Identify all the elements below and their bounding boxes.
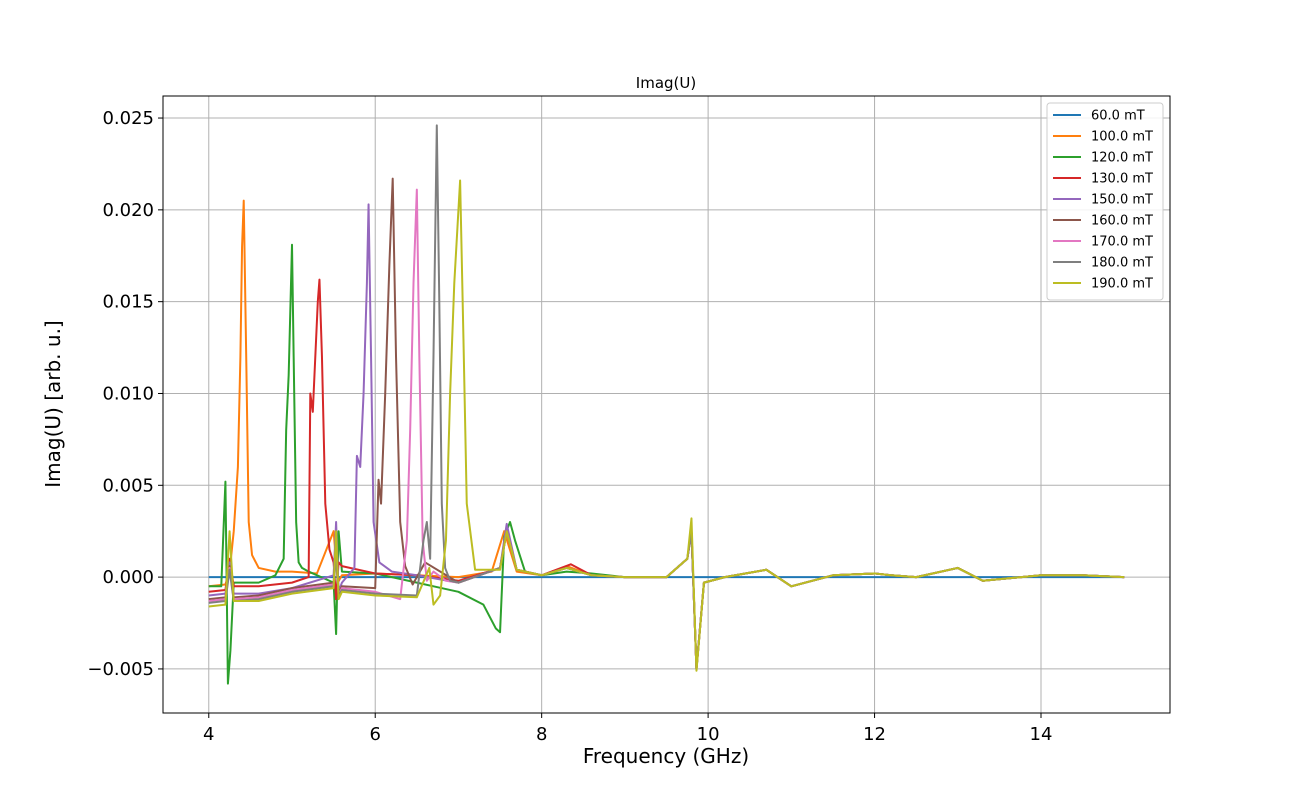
x-tick-label: 14 [1030,724,1053,745]
legend-entry-label: 160.0 mT [1091,214,1153,229]
y-tick-label: 0.025 [102,108,154,129]
legend-entry-label: 180.0 mT [1091,256,1153,271]
x-tick-label: 8 [536,724,547,745]
x-tick-label: 6 [369,724,380,745]
x-tick-label: 4 [203,724,214,745]
series-layer [208,124,1125,685]
legend-entry-label: 150.0 mT [1091,193,1153,208]
legend-entry-label: 120.0 mT [1091,151,1153,166]
series-line-3 [208,243,1125,685]
series-line-7 [208,188,1125,670]
series-line-9 [208,179,1125,672]
tick-layer: 4 6 8 10 12 14 −0.005 0.000 0.005 0.010 0.015 0.020… [87,108,1052,745]
legend-entry-label: 190.0 mT [1091,277,1153,292]
legend: 60.0 mT 100.0 mT 120.0 mT 130.0 mT 150.0 mT 1… [1046,102,1164,301]
y-axis-label: Imag(U) [arb. u.] [41,320,65,487]
series-line-4 [208,278,1125,670]
series-line-6 [208,177,1125,670]
y-tick-label: −0.005 [87,659,154,680]
legend-entry-label: 60.0 mT [1091,109,1145,124]
series-line-2 [208,199,1125,670]
y-tick-label: 0.005 [102,475,154,496]
chart-title: Imag(U) [636,74,696,92]
y-tick-label: 0.020 [102,200,154,221]
y-tick-label: 0.015 [102,292,154,313]
x-axis-label: Frequency (GHz) [583,744,749,768]
legend-entry-label: 170.0 mT [1091,235,1153,250]
series-line-5 [208,203,1125,670]
plot-frame [162,95,1171,714]
legend-entry-label: 130.0 mT [1091,172,1153,187]
y-tick-label: 0.010 [102,383,154,404]
y-tick-label: 0.000 [102,567,154,588]
x-tick-label: 10 [697,724,720,745]
legend-entry-label: 100.0 mT [1091,130,1153,145]
grid-layer [163,96,1170,713]
x-tick-label: 12 [863,724,886,745]
legend-frame [1046,102,1164,301]
